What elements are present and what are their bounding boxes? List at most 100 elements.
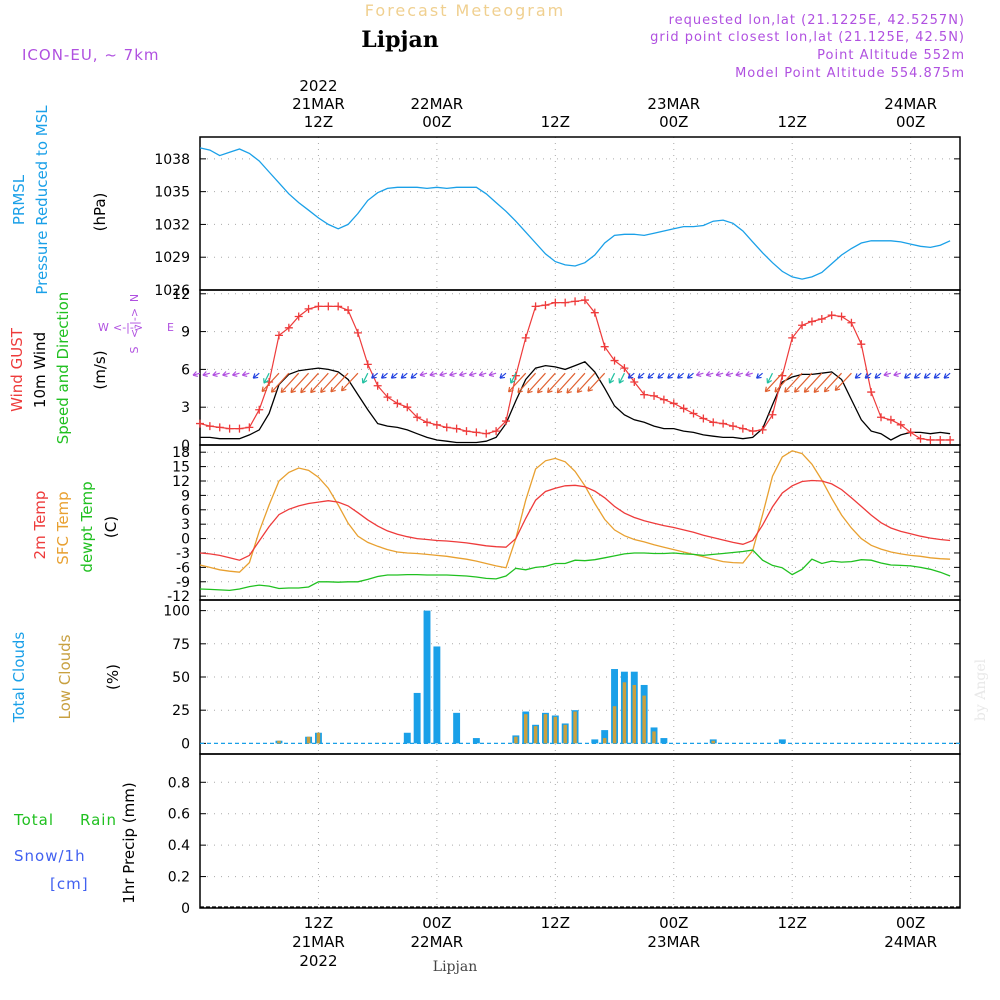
gust-marker xyxy=(580,296,589,305)
panel-frame xyxy=(199,136,961,291)
wind-dir-arrow xyxy=(766,372,774,384)
wind-dir-arrow xyxy=(764,372,783,393)
total-cloud-bar xyxy=(433,646,441,744)
y-tick-label: -9 xyxy=(176,575,190,591)
bottom-hour-label: 00Z xyxy=(896,914,925,932)
wind-dir-arrow xyxy=(510,372,517,384)
low-cloud-bar xyxy=(602,738,607,744)
gust-marker xyxy=(511,371,520,380)
wind-dir-arrow xyxy=(449,372,457,376)
wind-dir-arrow xyxy=(300,372,319,394)
wind-dir-arrowhead xyxy=(933,373,940,379)
gust-marker xyxy=(393,399,402,408)
wind-dir-arrowhead xyxy=(913,373,920,379)
wind-dir-arrowhead xyxy=(883,371,889,378)
wind-dir-arrowhead xyxy=(361,378,368,384)
wind-dir-arrowhead xyxy=(813,387,820,393)
wind-dir-arrowhead xyxy=(854,373,861,379)
wind-dir-arrowhead xyxy=(766,378,773,384)
wind-dir-arrow xyxy=(271,372,290,393)
gust-marker xyxy=(521,333,530,342)
precip-panel: 0.8 0.6 0.4 0.2 0 xyxy=(168,753,961,917)
gust-marker xyxy=(679,404,688,413)
gust-marker xyxy=(324,302,333,311)
y-tick-label: 12 xyxy=(172,474,190,490)
wind-dir-arrowhead xyxy=(371,373,377,379)
wind-dir-arrow xyxy=(556,372,576,394)
top-year-label: 2022 xyxy=(299,77,337,95)
wind-dir-arrow xyxy=(459,372,467,376)
temp2m-label: 2m Temp xyxy=(31,491,49,560)
svg-text:<-|->: <-|-> xyxy=(128,308,141,338)
panel-frame xyxy=(199,599,961,755)
snow-label: Snow/1h xyxy=(14,847,86,865)
wind-dir-arrow xyxy=(587,372,606,392)
wind-dir-arrow xyxy=(706,372,714,376)
wind-dir-arrow xyxy=(517,372,537,394)
total-rain-label-1: Total xyxy=(13,811,54,829)
wind-dir-arrowhead xyxy=(439,371,445,378)
wind-dir-arrowhead xyxy=(290,387,296,394)
wind-dir-arrow xyxy=(212,372,220,376)
y-tick-label: 0 xyxy=(181,736,190,752)
wind-dir-arrow xyxy=(883,372,892,376)
wind-dir-arrowhead xyxy=(419,371,425,378)
footer-location: Lipjan xyxy=(433,959,477,975)
gust-marker xyxy=(225,424,234,433)
top-hour-label: 12Z xyxy=(304,113,333,131)
total-rain-label-2: Rain xyxy=(80,811,117,829)
gust-marker xyxy=(946,435,955,444)
wind-dir-arrowhead xyxy=(874,373,881,379)
wind-dir-arrowhead xyxy=(735,371,741,378)
y-tick-label: 75 xyxy=(172,637,190,653)
top-date-label: 22MAR xyxy=(411,95,464,113)
y-tick-label: 3 xyxy=(181,400,190,416)
wind-dir-arrow xyxy=(320,372,339,393)
wind-dir-arrow xyxy=(696,372,704,376)
y-tick-label: -3 xyxy=(176,546,190,562)
temp2m-line xyxy=(199,479,951,561)
dewpt-label: dewpt Temp xyxy=(78,481,96,572)
y-tick-label: 0.4 xyxy=(168,838,190,854)
gust-marker xyxy=(501,417,510,426)
gust-marker xyxy=(294,312,303,321)
gust-marker xyxy=(798,321,807,330)
wind-dir-arrow xyxy=(222,372,230,376)
wind-dir-arrow xyxy=(537,372,556,394)
wind-dir-arrow xyxy=(637,372,645,379)
wind-dir-arrowhead xyxy=(499,373,506,379)
wind-dir-arrowhead xyxy=(300,387,306,394)
wind-dir-arrow xyxy=(914,372,921,379)
wind-dir-arrowhead xyxy=(637,373,644,379)
low-cloud-bar xyxy=(277,740,281,744)
top-hour-label: 12Z xyxy=(541,113,570,131)
wind-dir-arrowhead xyxy=(864,373,871,379)
top-date-label: 24MAR xyxy=(884,95,937,113)
wind-dir-arrow xyxy=(618,372,625,384)
low-cloud-bar xyxy=(533,726,538,744)
svg-text:W: W xyxy=(98,321,109,334)
gust-marker xyxy=(373,381,382,390)
bottom-hour-label: 00Z xyxy=(659,914,688,932)
wind-dir-arrowhead xyxy=(657,373,663,379)
top-hour-label: 00Z xyxy=(422,113,451,131)
prmsl-label: PRMSL xyxy=(10,174,28,225)
bottom-hour-label: 12Z xyxy=(778,914,807,932)
gust-marker xyxy=(719,419,728,428)
product-title: Forecast Meteogram xyxy=(365,1,565,20)
bottom-hour-label: 12Z xyxy=(541,914,570,932)
wind-dir-arrowhead xyxy=(468,371,475,378)
wind-dir-arrowhead xyxy=(547,387,553,394)
y-tick-label: 100 xyxy=(163,604,190,620)
total-cloud-bar xyxy=(453,712,461,744)
top-hour-label: 12Z xyxy=(778,113,807,131)
wind-dir-arrow xyxy=(774,372,793,393)
wind-dir-arrow xyxy=(232,372,240,376)
total-cloud-bar xyxy=(601,730,609,744)
point-altitude: Point Altitude 552m xyxy=(817,48,965,63)
wind-dir-arrow xyxy=(566,372,586,394)
gust-marker xyxy=(551,298,560,307)
wind-dir-arrow xyxy=(527,372,546,394)
gust-marker xyxy=(353,328,362,337)
wind-dir-label: Speed and Direction xyxy=(54,292,72,445)
